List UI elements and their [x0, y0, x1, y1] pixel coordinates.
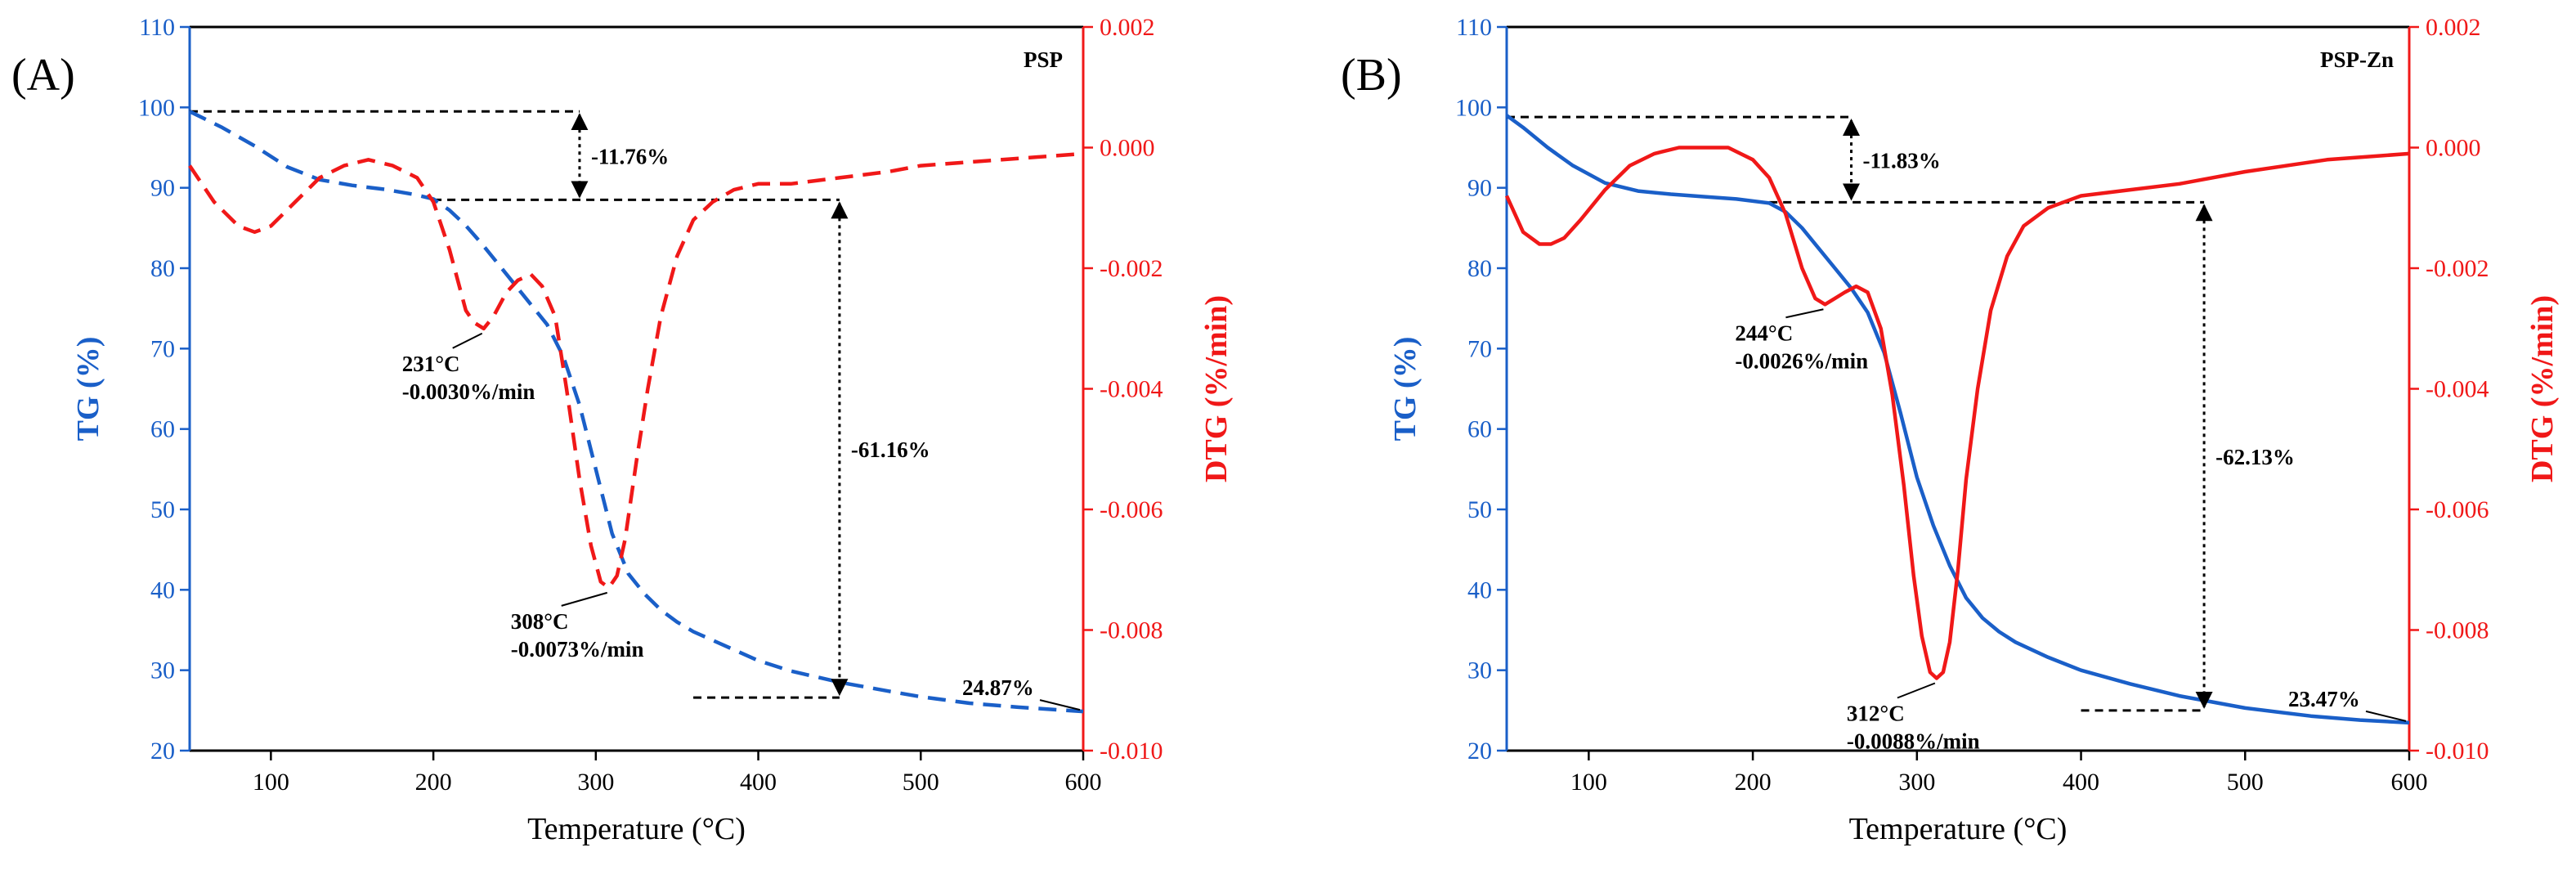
y-left-tick-label: 20 — [1467, 738, 1492, 765]
residual-leader-line — [1039, 699, 1081, 711]
y-left-tick-label: 80 — [150, 255, 175, 282]
sample-name-label: PSP — [1024, 47, 1063, 72]
residual-leader-line — [2365, 710, 2407, 722]
y-left-tick-label: 110 — [139, 14, 175, 41]
y-left-tick-label: 100 — [1455, 94, 1492, 121]
peak-leader-line — [1785, 308, 1824, 319]
y-left-tick-label: 50 — [1467, 496, 1492, 523]
peak-rate-label: -0.0026%/min — [1735, 348, 1868, 373]
y-right-tick-label: -0.008 — [2426, 617, 2489, 644]
chart-panel-psp-zn: (B) PSP-Zn 100 200 300 400 500 600 20 30 40 50 60 70 8… — [1341, 14, 2560, 846]
y-right-tick-label: -0.010 — [2426, 738, 2489, 765]
peak-rate-label: -0.0030%/min — [402, 379, 535, 404]
y-left-tick-label: 90 — [1467, 175, 1492, 202]
dtg-curve-line — [188, 151, 1084, 590]
y-left-tick-label: 30 — [1467, 657, 1492, 684]
chart-panel-psp: (A) PSP 100 200 300 400 500 600 20 30 40 50 60 70 80 90… — [11, 14, 1234, 846]
y-right-tick-label: 0.002 — [2426, 14, 2481, 41]
peak-temperature-label: 308°C — [511, 609, 569, 634]
y-right-tick-label: -0.008 — [1100, 617, 1163, 644]
y-left-tick-label: 100 — [138, 94, 175, 121]
y-axis-right-title: DTG (%/min) — [1199, 295, 1234, 482]
x-tick-label: 200 — [415, 769, 452, 796]
x-tick-label: 600 — [2391, 769, 2428, 796]
x-tick-label: 100 — [253, 769, 289, 796]
y-right-tick-label: -0.002 — [1100, 255, 1163, 282]
peak-leader-line — [1897, 682, 1936, 699]
peak-rate-label: -0.0073%/min — [511, 637, 644, 661]
peak-leader-line — [561, 591, 607, 607]
mass-loss-label: -11.83% — [1863, 148, 1941, 173]
y-right-tick-label: 0.000 — [2426, 135, 2481, 162]
y-right-tick-label: -0.006 — [2426, 496, 2489, 523]
y-left-tick-label: 90 — [150, 175, 175, 202]
y-left-tick-label: 80 — [1467, 255, 1492, 282]
y-right-tick-label: -0.006 — [1100, 496, 1163, 523]
y-left-tick-label: 70 — [150, 335, 175, 362]
x-tick-label: 400 — [740, 769, 777, 796]
x-tick-label: 300 — [577, 769, 614, 796]
y-axis-right-title: DTG (%/min) — [2525, 295, 2560, 482]
y-left-tick-label: 50 — [150, 496, 175, 523]
mass-loss-label: -61.16% — [851, 437, 930, 462]
y-right-tick-label: 0.000 — [1100, 135, 1155, 162]
peak-temperature-label: 312°C — [1847, 702, 1905, 726]
mass-loss-label: -62.13% — [2215, 445, 2295, 469]
y-right-tick-label: -0.002 — [2426, 255, 2489, 282]
y-left-tick-label: 60 — [1467, 416, 1492, 443]
x-axis-title: Temperature (°C) — [527, 812, 746, 846]
residual-mass-label: 24.87% — [962, 675, 1034, 700]
y-right-tick-label: -0.004 — [2426, 376, 2489, 403]
x-tick-label: 400 — [2063, 769, 2099, 796]
x-axis-title: Temperature (°C) — [1849, 812, 2068, 846]
x-tick-label: 600 — [1065, 769, 1102, 796]
y-right-tick-label: 0.002 — [1100, 14, 1155, 41]
y-axis-left-title: TG (%) — [1388, 337, 1422, 442]
y-left-tick-label: 110 — [1456, 14, 1492, 41]
y-left-tick-label: 40 — [150, 576, 175, 603]
x-tick-label: 500 — [903, 769, 939, 796]
y-left-tick-label: 70 — [1467, 335, 1492, 362]
residual-mass-label: 23.47% — [2288, 687, 2360, 711]
y-left-tick-label: 60 — [150, 416, 175, 443]
peak-temperature-label: 231°C — [402, 352, 460, 376]
x-tick-label: 100 — [1570, 769, 1607, 796]
sample-name-label: PSP-Zn — [2320, 47, 2394, 72]
panel-letter: (A) — [11, 50, 75, 101]
tg-curve-line — [189, 110, 1084, 714]
y-right-tick-label: -0.010 — [1100, 738, 1163, 765]
y-left-tick-label: 30 — [150, 657, 175, 684]
panel-letter: (B) — [1341, 50, 1402, 101]
y-left-tick-label: 40 — [1467, 576, 1492, 603]
mass-loss-label: -11.76% — [591, 144, 669, 168]
x-tick-label: 300 — [1898, 769, 1935, 796]
y-right-tick-label: -0.004 — [1100, 376, 1163, 403]
dtg-curve-line — [1504, 146, 2410, 680]
y-left-tick-label: 20 — [150, 738, 175, 765]
peak-rate-label: -0.0088%/min — [1847, 729, 1980, 754]
y-axis-left-title: TG (%) — [71, 337, 105, 442]
x-tick-label: 200 — [1735, 769, 1772, 796]
peak-temperature-label: 244°C — [1735, 321, 1793, 345]
x-tick-label: 500 — [2227, 769, 2264, 796]
tg-curve-line — [1505, 114, 2410, 725]
peak-leader-line — [452, 332, 483, 349]
